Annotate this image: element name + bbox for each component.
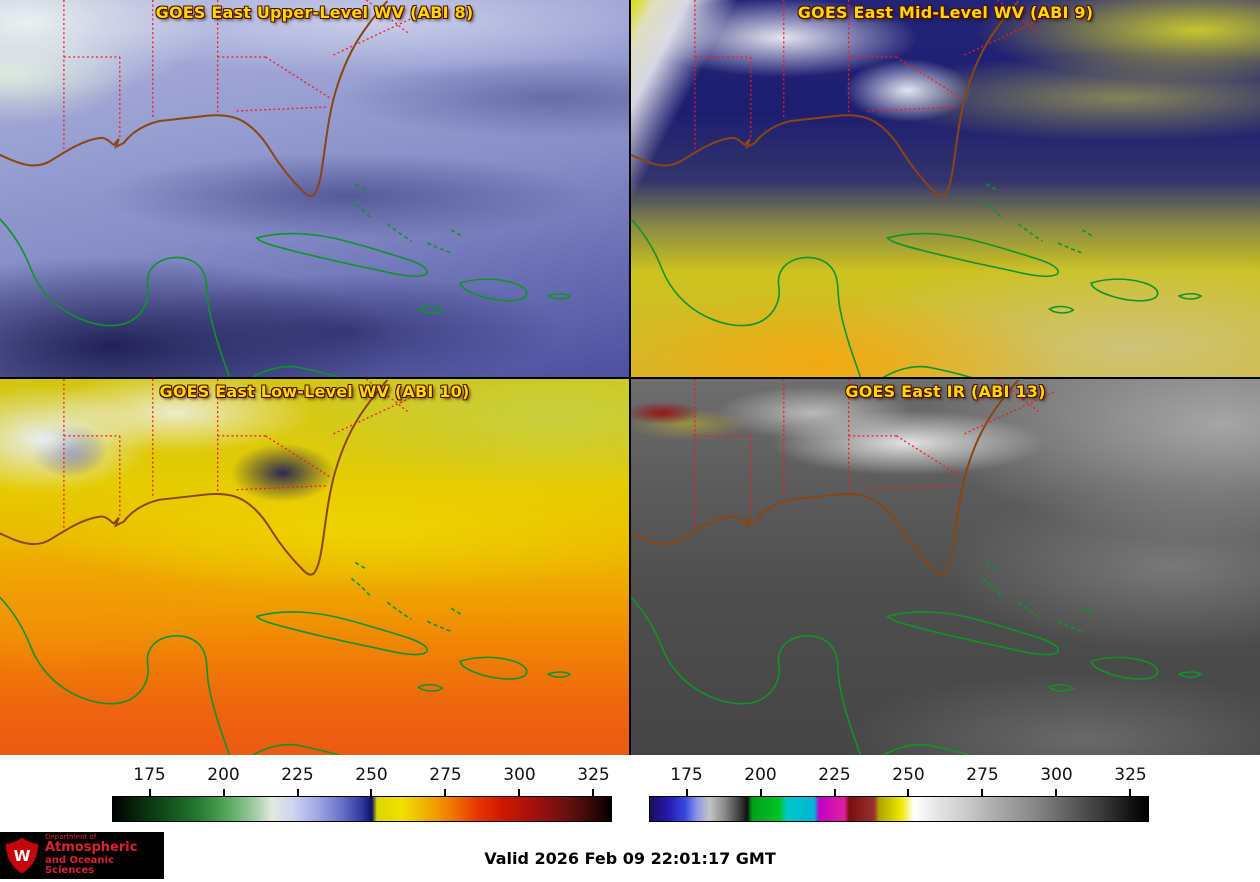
colorbar-tick-label: 275 <box>966 765 999 785</box>
colorbar-tick-label: 275 <box>429 765 462 785</box>
colorbar-tick-label: 250 <box>892 765 925 785</box>
coastline-map-overlay <box>0 379 572 755</box>
satellite-imagery-abi13 <box>631 379 1260 755</box>
colorbar-tick-label: 175 <box>133 765 166 785</box>
colorbar-tick-label: 325 <box>577 765 610 785</box>
panel-title-abi10: GOES East Low-Level WV (ABI 10) <box>159 382 470 401</box>
valid-time-label: Valid 2026 Feb 09 22:01:17 GMT <box>484 849 776 868</box>
colorbar-tick-label: 200 <box>744 765 777 785</box>
coastline-map-overlay <box>631 379 1203 755</box>
colorbar-tick-label: 225 <box>818 765 851 785</box>
colorbar-tick-label: 250 <box>355 765 388 785</box>
colorbar-section: 175 200 225 250 275 300 325 175 200 225 … <box>0 755 1260 832</box>
logo-dept-line2: and Oceanic Sciences <box>44 854 114 877</box>
colorbar-tick-label: 300 <box>503 765 536 785</box>
colorbar-tick-label: 200 <box>207 765 240 785</box>
colorbar-tick-label: 225 <box>281 765 314 785</box>
colorbar-tick-label: 325 <box>1114 765 1147 785</box>
wv-temperature-colorbar: 175 200 225 250 275 300 325 <box>112 765 612 825</box>
satellite-imagery-abi9 <box>631 0 1260 377</box>
panel-low-level-wv: GOES East Low-Level WV (ABI 10) <box>0 379 629 755</box>
footer-bar: W Department of Atmospheric and Oceanic … <box>0 832 1260 882</box>
panel-upper-level-wv: GOES East Upper-Level WV (ABI 8) <box>0 0 629 377</box>
ir-colorbar-tickmarks <box>649 789 1149 796</box>
uw-crest-icon: W <box>5 837 39 874</box>
panel-title-abi8: GOES East Upper-Level WV (ABI 8) <box>155 3 474 22</box>
panel-mid-level-wv: GOES East Mid-Level WV (ABI 9) <box>631 0 1260 377</box>
crest-letter: W <box>14 847 31 865</box>
logo-text-block: Department of Atmospheric and Oceanic Sc… <box>44 832 160 877</box>
panel-ir: GOES East IR (ABI 13) <box>631 379 1260 755</box>
satellite-imagery-abi10 <box>0 379 629 755</box>
ir-colorbar-tick-labels: 175 200 225 250 275 300 325 <box>649 765 1149 789</box>
ir-temperature-colorbar: 175 200 225 250 275 300 325 <box>649 765 1149 825</box>
satellite-imagery-abi8 <box>0 0 629 377</box>
wv-colorbar-tick-labels: 175 200 225 250 275 300 325 <box>112 765 612 789</box>
panel-grid: GOES East Upper-Level WV (ABI 8) GOES Ea… <box>0 0 1260 755</box>
coastline-map-overlay <box>631 0 1203 377</box>
uw-aos-logo: W Department of Atmospheric and Oceanic … <box>0 832 164 879</box>
ir-colorbar-gradient <box>649 796 1149 822</box>
logo-dept-prefix: Department of <box>44 832 97 841</box>
coastline-map-overlay <box>0 0 572 377</box>
wv-colorbar-gradient <box>112 796 612 822</box>
wv-colorbar-tickmarks <box>112 789 612 796</box>
panel-title-abi9: GOES East Mid-Level WV (ABI 9) <box>797 3 1094 22</box>
colorbar-tick-label: 175 <box>670 765 703 785</box>
logo-dept-line1: Atmospheric <box>44 840 138 856</box>
colorbar-tick-label: 300 <box>1040 765 1073 785</box>
panel-title-abi13: GOES East IR (ABI 13) <box>845 382 1046 401</box>
